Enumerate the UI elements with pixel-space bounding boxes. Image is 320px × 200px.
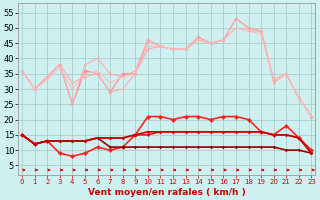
X-axis label: Vent moyen/en rafales ( km/h ): Vent moyen/en rafales ( km/h ): [88, 188, 246, 197]
